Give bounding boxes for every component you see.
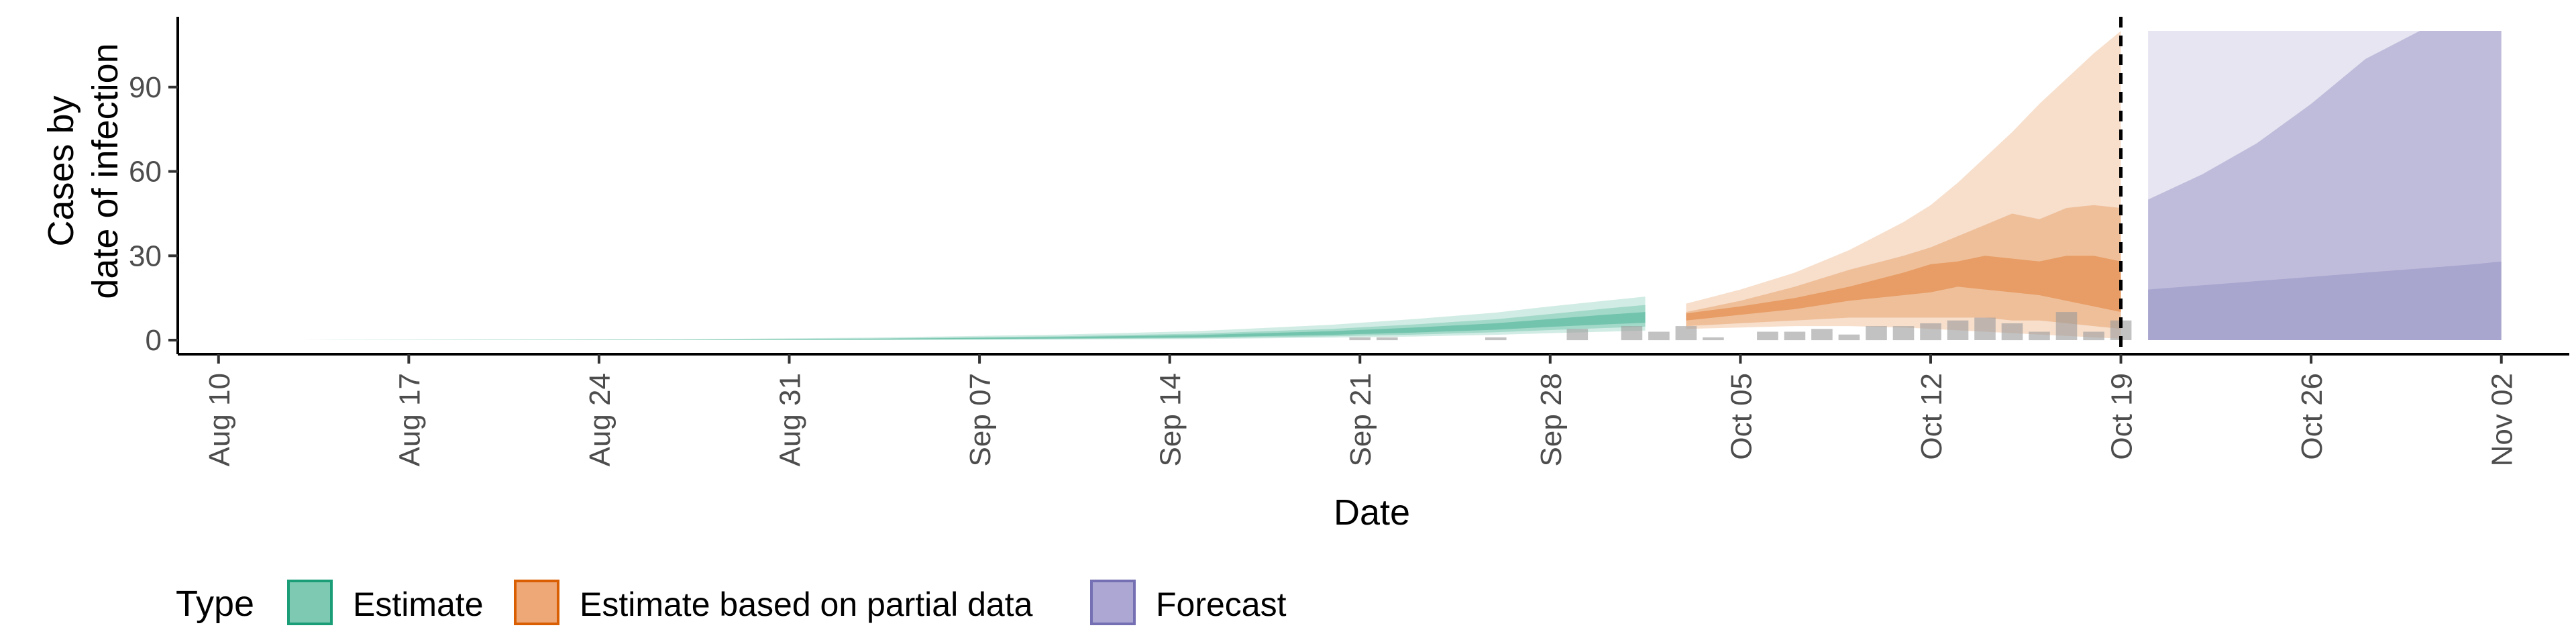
reported-case-bar (1947, 320, 1969, 340)
x-tick-label: Nov 02 (2486, 373, 2519, 466)
x-axis-title: Date (1334, 492, 1410, 533)
bands-layer (300, 31, 2502, 340)
x-tick-label: Aug 24 (584, 373, 616, 466)
x-tick-label: Aug 10 (203, 373, 236, 466)
reported-case-bar (1974, 317, 1996, 340)
partial-band-outer (1686, 31, 2121, 339)
x-tick-label: Oct 19 (2106, 373, 2139, 460)
x-tick-label: Oct 12 (1915, 373, 1948, 460)
x-tick-label: Oct 05 (1725, 373, 1758, 460)
estimate-band-inner (300, 312, 1646, 340)
reported-case-bar (1485, 337, 1507, 341)
reported-case-bar (2083, 331, 2104, 341)
reported-case-bar (1920, 323, 1941, 341)
legend-label: Forecast (1156, 586, 1287, 623)
legend: Type Estimate Estimate based on partial d… (176, 580, 1287, 625)
reported-case-bar (1349, 337, 1371, 341)
reported-case-bar (1675, 326, 1697, 341)
reported-case-bar (1703, 337, 1724, 341)
reported-case-bar (2055, 312, 2078, 340)
reported-case-bar (1838, 334, 1860, 341)
x-axis-ticks: Aug 10 Aug 17 Aug 24 Aug 31 Sep 07 Sep 14 Sep … (203, 354, 2519, 466)
reported-case-bar (2029, 331, 2050, 341)
x-tick-label: Sep 28 (1535, 373, 1568, 466)
reported-case-bar (2001, 323, 2023, 341)
reported-case-bar (1784, 331, 1806, 341)
partial-band-mid (1686, 205, 2121, 329)
reported-cases-bars (1349, 312, 2132, 341)
y-tick-label: 60 (129, 156, 162, 189)
legend-title: Type (176, 584, 254, 624)
reported-case-bar (1377, 337, 1398, 341)
y-axis-title-line-1: Cases by (41, 95, 81, 246)
y-axis-title-line-2: date of infection (85, 43, 125, 299)
x-tick-label: Oct 26 (2296, 373, 2328, 460)
legend-label: Estimate (353, 586, 484, 623)
legend-key (514, 580, 559, 625)
x-tick-label: Sep 14 (1155, 373, 1187, 466)
y-tick-label: 90 (129, 71, 162, 104)
y-tick-label: 0 (146, 324, 162, 357)
y-tick-label: 30 (129, 239, 162, 272)
estimate-band-outer (300, 297, 1646, 340)
partial-band-inner (1686, 256, 2121, 321)
reported-case-bar (1811, 329, 1833, 341)
forecast-band-lower (2148, 261, 2502, 340)
forecast-band-mid (2148, 31, 2502, 340)
axes: 0 30 60 90 Aug 10 Aug 17 Aug 24 Aug 31 Sep 07 Se… (129, 17, 2569, 466)
reported-case-bar (1757, 331, 1778, 341)
x-tick-label: Aug 17 (393, 373, 426, 466)
plot-area (300, 17, 2502, 354)
forecast-band-outer (2148, 31, 2502, 340)
reported-case-bar (1566, 329, 1589, 341)
legend-label: Estimate based on partial data (580, 586, 1033, 623)
reported-case-bar (1621, 326, 1643, 341)
reported-case-bar (1866, 326, 1887, 341)
y-axis-ticks: 0 30 60 90 (129, 71, 178, 357)
y-axis-title: Cases by date of infection (41, 43, 125, 299)
x-tick-label: Sep 21 (1344, 373, 1377, 466)
x-tick-label: Sep 07 (964, 373, 997, 466)
estimate-band-mid (300, 305, 1646, 340)
legend-key (287, 580, 333, 625)
x-tick-label: Aug 31 (774, 373, 807, 466)
reported-case-bar (1648, 331, 1670, 341)
legend-key (1090, 580, 1136, 625)
reported-case-bar (1892, 326, 1915, 341)
